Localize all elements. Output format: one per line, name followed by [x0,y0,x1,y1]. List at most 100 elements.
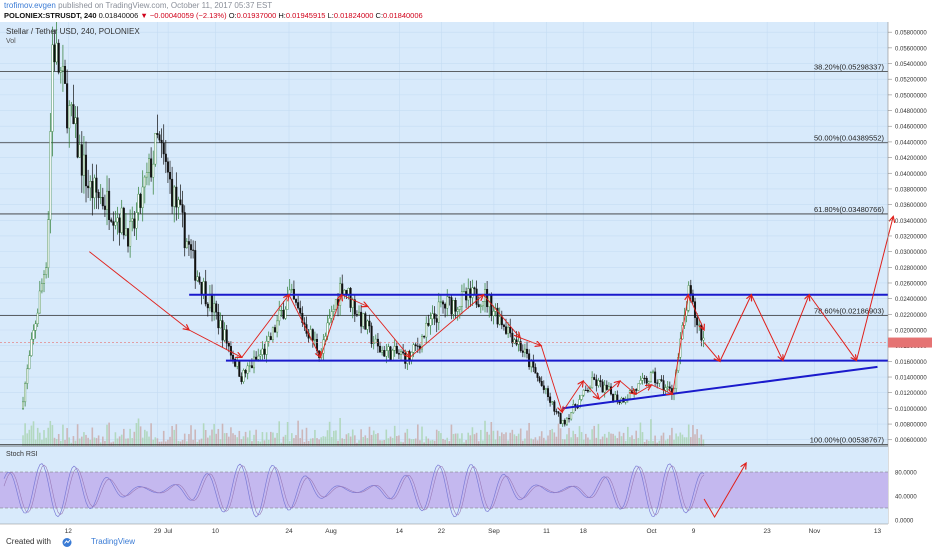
candle-body [164,153,167,162]
y-tick-label: 0.01200000 [895,391,927,397]
volume-bar [687,424,690,446]
candle-body [97,192,100,198]
history-arrow [288,294,321,358]
volume-bar [257,441,260,446]
volume-bar [666,438,669,446]
candle-body [24,383,27,403]
volume-bar [202,423,205,446]
candle-body [242,370,245,382]
volume-bar [53,437,56,446]
candle-body [551,401,554,403]
volume-bar [301,429,304,446]
volume-bar [74,440,77,446]
volume-bar [232,433,234,446]
volume-bar [400,441,402,446]
volume-bar [242,436,245,446]
candle-body [122,207,125,236]
volume-bar [118,436,121,446]
volume-bar [85,434,87,446]
volume-bar [450,424,453,446]
close-label: C: [375,11,384,20]
volume-bar [614,435,617,446]
candle-body [568,418,571,420]
volume-bar [446,437,449,446]
candle-body [381,350,384,353]
x-axis[interactable]: 12 29 Jul 10 24 Aug 14 22 Sep 11 18 Oct 9 23 Nov 13 [0,523,932,536]
y-tick-label: 0.03800000 [895,187,927,193]
candle-body [647,381,650,384]
volume-bar [698,437,701,446]
volume-bar [480,429,482,446]
x-tick-label: Oct [646,528,656,535]
candle-body [68,105,71,129]
candle-body [635,389,638,391]
volume-bar [131,438,134,446]
candle-body [158,134,161,141]
candle-body [47,219,50,268]
candle-body [570,412,573,420]
volume-bar [381,440,383,446]
volume-bar [135,423,138,446]
volume-bar [484,420,486,446]
volume-bar [582,439,585,446]
candle-body [511,332,514,344]
candle-body [452,300,455,315]
candle-body [435,318,438,323]
y-axis[interactable]: 0.05800000 0.05600000 0.05400000 0.05200000… [887,22,932,536]
volume-bar [309,438,312,446]
volume-bar [324,436,327,446]
candle-body [637,383,640,391]
volume-bar [669,435,671,446]
x-tick-label: 11 [543,528,550,535]
candle-body [267,336,270,342]
candle-body [618,401,621,404]
chart-area[interactable]: 38.20%(0.05298337) 50.00%(0.04389552) 61.8… [0,20,932,536]
candle-body [702,337,705,341]
volume-bar [551,428,554,446]
volume-bar [358,440,360,446]
candle-body [412,344,415,353]
stoch-tick-label: 0.0000 [895,519,914,525]
volume-bar [444,439,446,446]
projection-arrow [808,294,856,361]
volume-bar [393,425,396,446]
candle-body [593,377,596,380]
candle-body [43,274,46,284]
projection-arrow [750,294,783,361]
volume-bar [314,429,316,446]
price-chart[interactable]: 38.20%(0.05298337) 50.00%(0.04389552) 61.8… [0,20,932,536]
candle-body [565,418,568,425]
volume-bar [51,425,54,446]
volume-bar [515,436,518,446]
y-tick-label: 0.03000000 [895,250,927,256]
volume-bar [104,440,106,446]
y-tick-label: 0.05400000 [895,62,927,68]
volume-bar [414,438,417,446]
volume-bar [34,439,37,446]
volume-bar [316,438,318,446]
author-link[interactable]: trofimov.evgen [4,1,56,10]
volume-bar [572,430,575,446]
candle-body [391,350,394,361]
history-arrow [367,306,410,357]
volume-bar [24,423,26,446]
candle-body [175,186,178,208]
close-value: 0.01840006 [383,11,423,20]
candle-body [120,207,123,233]
volume-bar [456,433,459,446]
volume-bar [265,432,268,446]
candle-body [261,348,264,355]
candle-body [114,221,117,226]
volume-bar [377,433,379,446]
volume-bar [372,430,375,446]
candle-body [666,386,669,388]
tradingview-brand[interactable]: TradingView [91,537,136,546]
candle-body [374,338,377,344]
candle-body [360,311,363,327]
candle-body [202,281,205,295]
volume-bar [375,434,377,446]
volume-bar [68,437,71,446]
volume-bar [328,421,331,446]
candle-body [400,351,403,355]
volume-bar [263,440,266,446]
